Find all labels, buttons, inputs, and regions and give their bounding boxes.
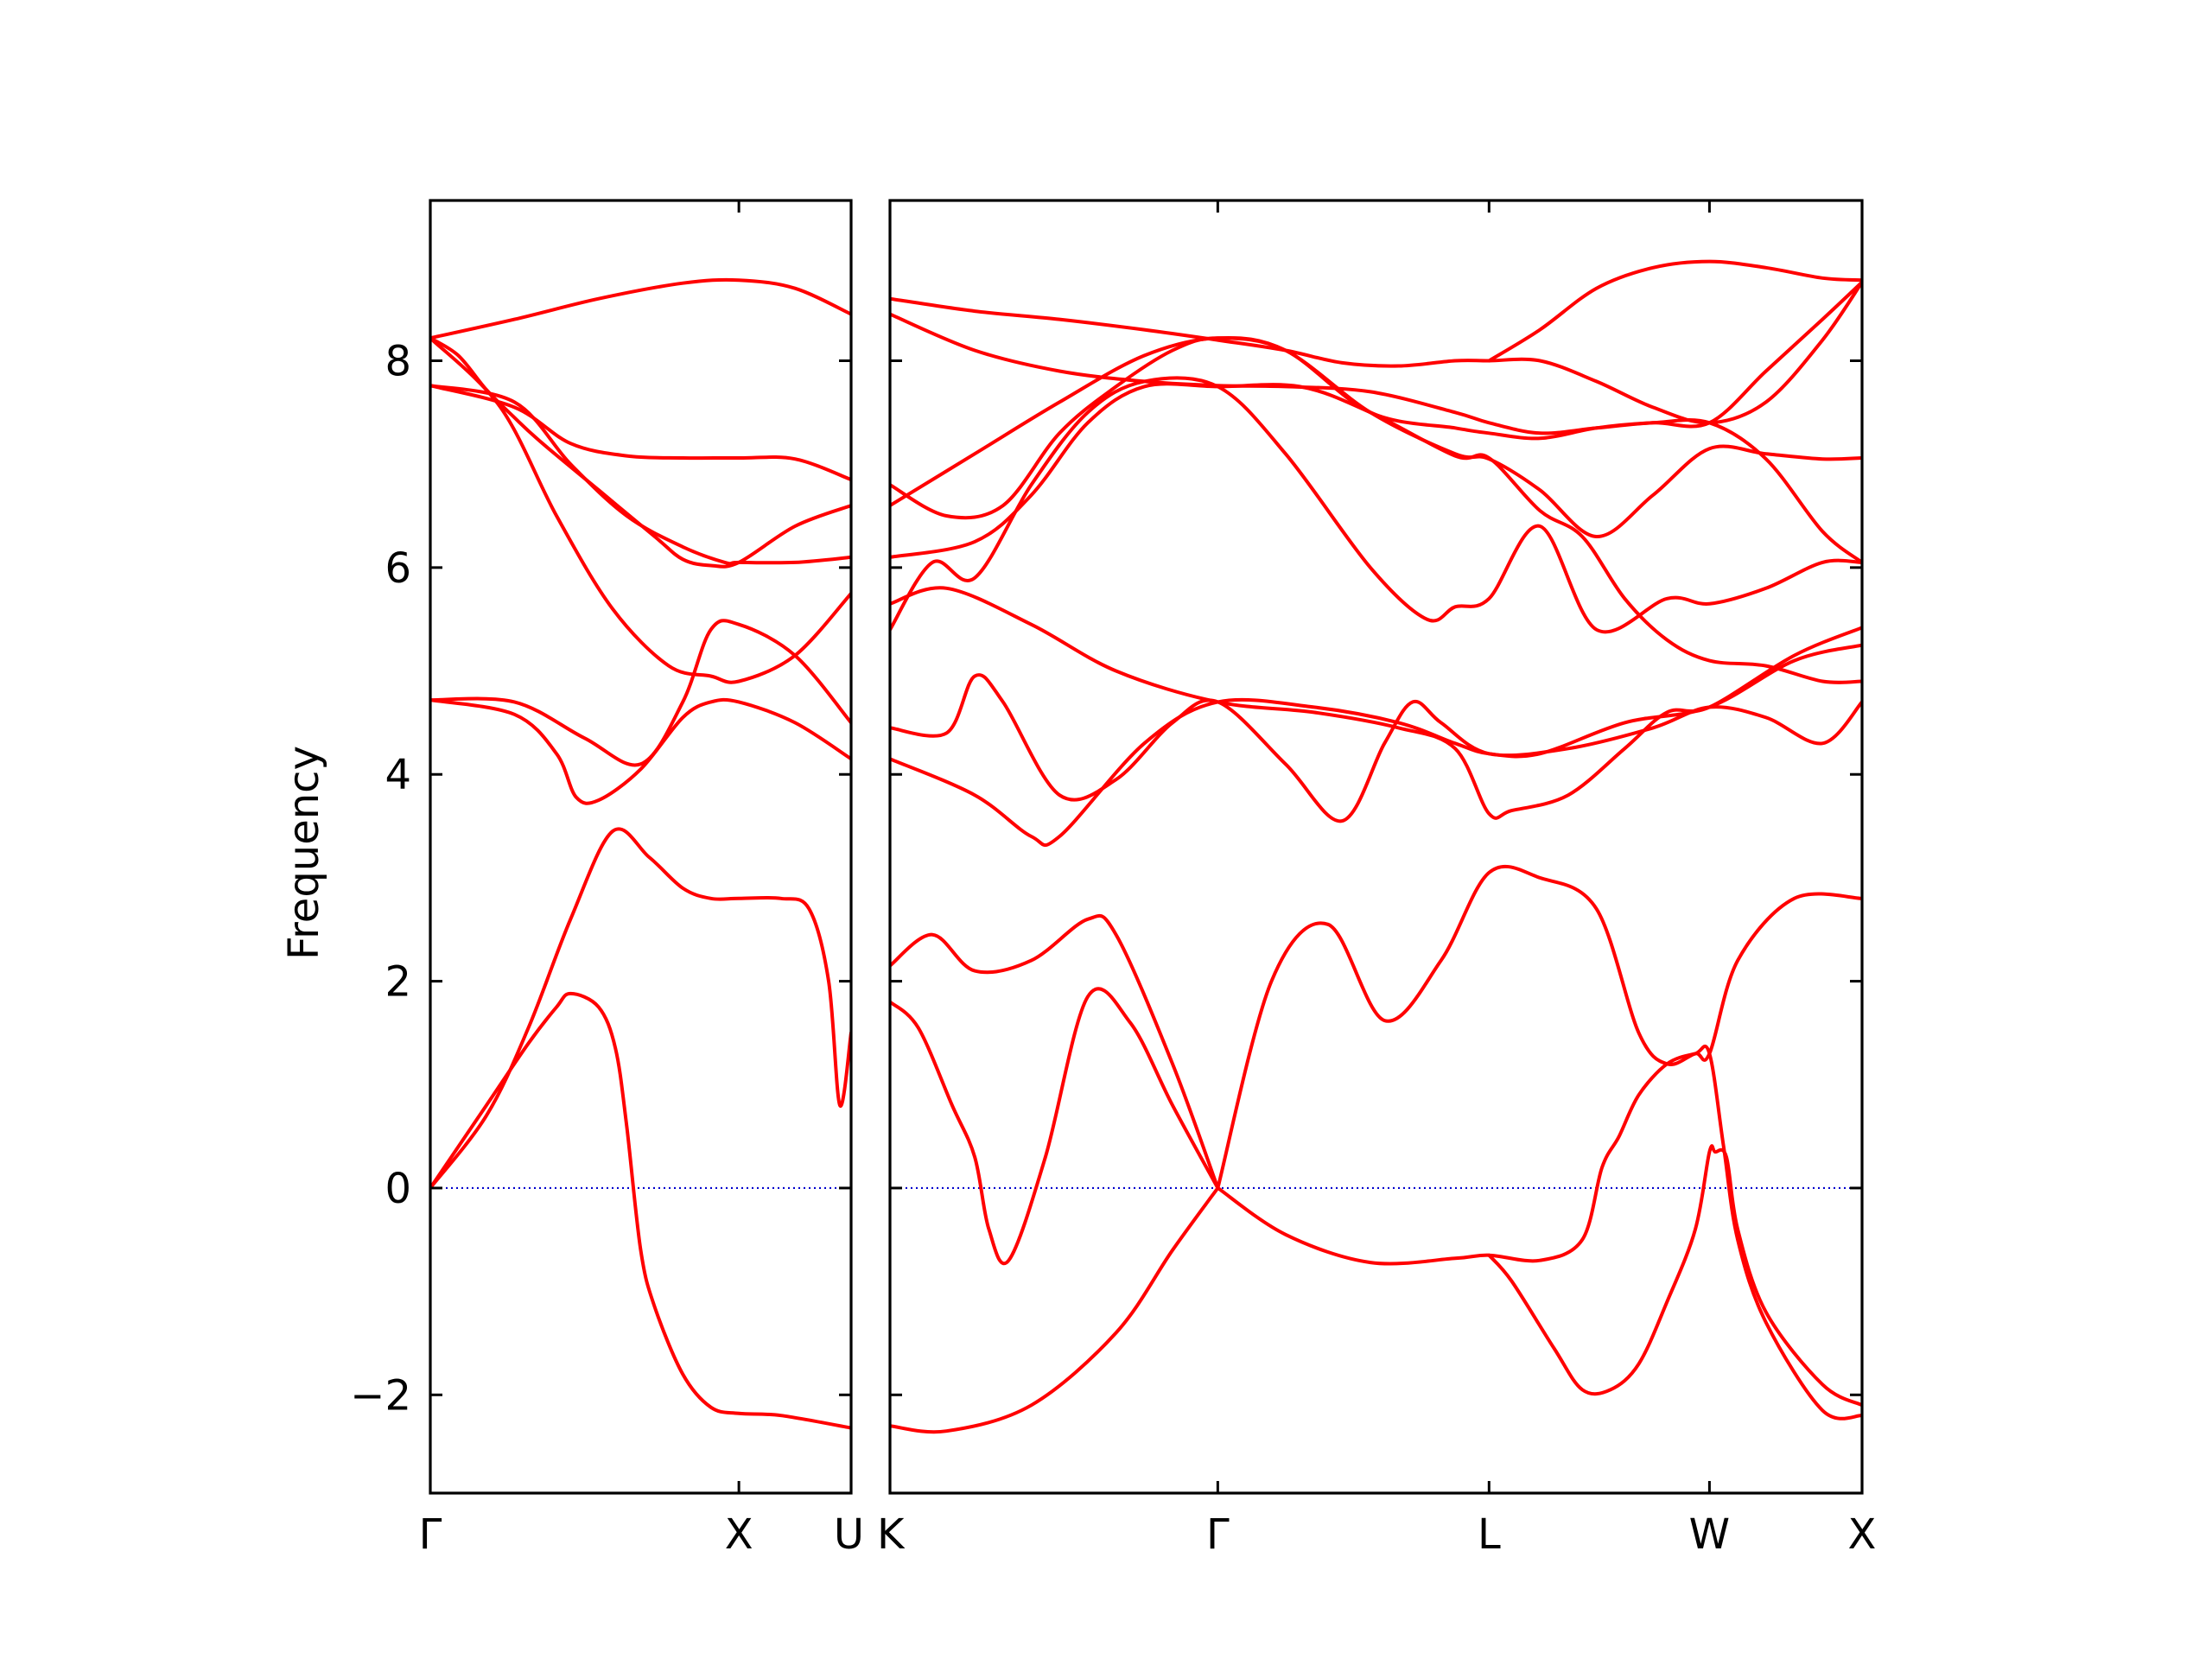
y-axis-title: Frequency — [280, 746, 328, 960]
x-tick-label: Γ — [1206, 1510, 1230, 1559]
phonon-band-12 — [890, 336, 1862, 539]
x-tick-label: U — [834, 1510, 864, 1559]
x-tick-label: X — [725, 1510, 753, 1559]
y-tick-label: 0 — [385, 1165, 411, 1213]
phonon-band-9 — [430, 336, 851, 569]
phonon-band-2 — [430, 827, 851, 1190]
phonon-band-13 — [890, 280, 1862, 508]
phonon-band-8 — [430, 277, 851, 340]
phonon-band-4 — [430, 619, 851, 767]
phonon-band-14 — [890, 312, 1862, 564]
phonon-band-1 — [430, 991, 851, 1430]
y-tick-label: 4 — [385, 751, 411, 799]
phonon-band-3 — [430, 697, 851, 805]
phonon-band-5 — [430, 336, 851, 684]
y-tick-label: 6 — [385, 544, 411, 593]
bands-group — [890, 259, 1862, 1434]
phonon-band-6 — [430, 384, 851, 566]
phonon-band-16 — [1487, 259, 1862, 363]
phonon-band-5 — [1216, 1044, 1862, 1421]
y-tick-label: −2 — [350, 1371, 411, 1420]
phonon-band-6 — [1487, 1144, 1862, 1408]
phonon-band-15 — [890, 280, 1862, 425]
phonon-band-8 — [890, 643, 1862, 848]
phonon-band-7 — [430, 384, 851, 482]
x-tick-label: L — [1478, 1510, 1501, 1559]
x-tick-label: W — [1689, 1510, 1730, 1559]
panels-layer: −2 0 2 4 6 8 Γ X U K Γ L W X — [350, 199, 1877, 1559]
y-axis-label: Frequency — [280, 746, 328, 960]
x-tick-label: Γ — [419, 1510, 442, 1559]
phonon-band-7 — [890, 673, 1862, 823]
phonon-band-2 — [890, 987, 1220, 1266]
x-tick-label: X — [1848, 1510, 1877, 1559]
y-tick-label: 2 — [385, 958, 411, 1007]
panel-frame — [888, 199, 1864, 1495]
phonon-band-3 — [890, 913, 1220, 1190]
phonon-band-4 — [1216, 864, 1862, 1190]
phonon-band-1 — [890, 1185, 1220, 1434]
panel-1: −2 0 2 4 6 8 Γ X U — [350, 199, 864, 1559]
phonon-band-10 — [890, 376, 1862, 634]
bands-group — [430, 277, 851, 1430]
panel-frame — [429, 199, 853, 1495]
y-tick-label: 8 — [385, 338, 411, 386]
x-tick-label: K — [877, 1510, 906, 1559]
phonon-band-9 — [890, 586, 1862, 820]
phonon-band-11 — [890, 382, 1862, 684]
